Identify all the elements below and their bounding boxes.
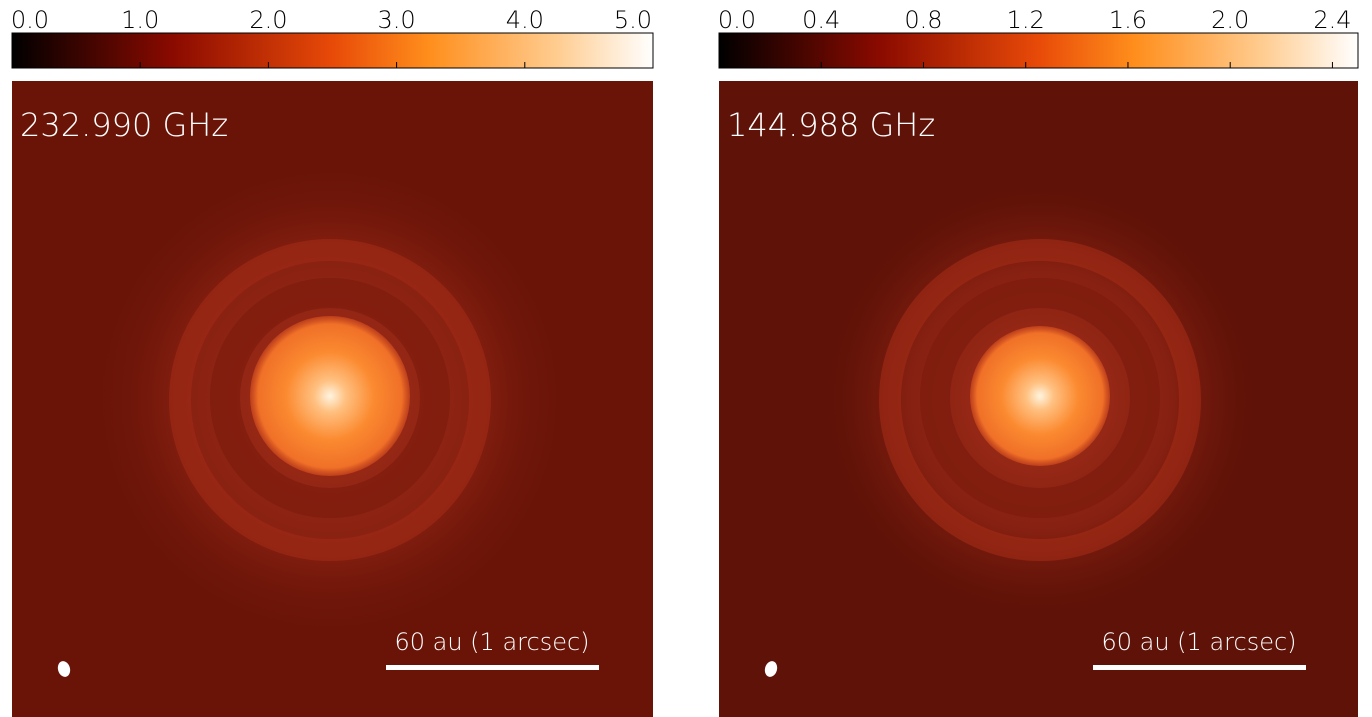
colorbar [718,32,1359,69]
beam [764,661,778,677]
beam [57,661,71,677]
tick-label: 0.0 [718,6,756,34]
tick-label: 0.0 [11,6,49,34]
ring-gap [920,278,1160,518]
tick-label: 1.0 [121,6,159,34]
tick-label: 5.0 [614,6,652,34]
tick-label: 2.4 [1313,6,1351,34]
scalebar-label: 60 au (1 arcsec) [1101,628,1296,656]
panel: 0.0 0.4 0.8 1.2 1.6 2.0 2.4 144.988 GHz 60 au (1… [718,6,1359,717]
scalebar [1093,665,1306,670]
tick-label: 0.8 [904,6,942,34]
ring [879,239,1201,561]
tick-label: 3.0 [378,6,416,34]
panel: 0.0 1.0 2.0 3.0 4.0 5.0 232.990 GHz 60 au (1 ar… [11,6,654,717]
tick-label: 0.4 [802,6,840,34]
tick-label: 2.0 [249,6,287,34]
core [250,316,410,476]
frequency-label: 232.990 GHz [20,106,228,144]
tick-label: 1.2 [1007,6,1045,34]
scalebar-label: 60 au (1 arcsec) [394,628,589,656]
tick-label: 4.0 [506,6,544,34]
colorbar [11,32,654,69]
tick-label: 2.0 [1211,6,1249,34]
scalebar [386,665,599,670]
ring-gap [210,278,450,518]
core [970,326,1110,466]
frequency-label: 144.988 GHz [727,106,935,144]
ring [169,239,491,561]
tick-label: 1.6 [1109,6,1147,34]
